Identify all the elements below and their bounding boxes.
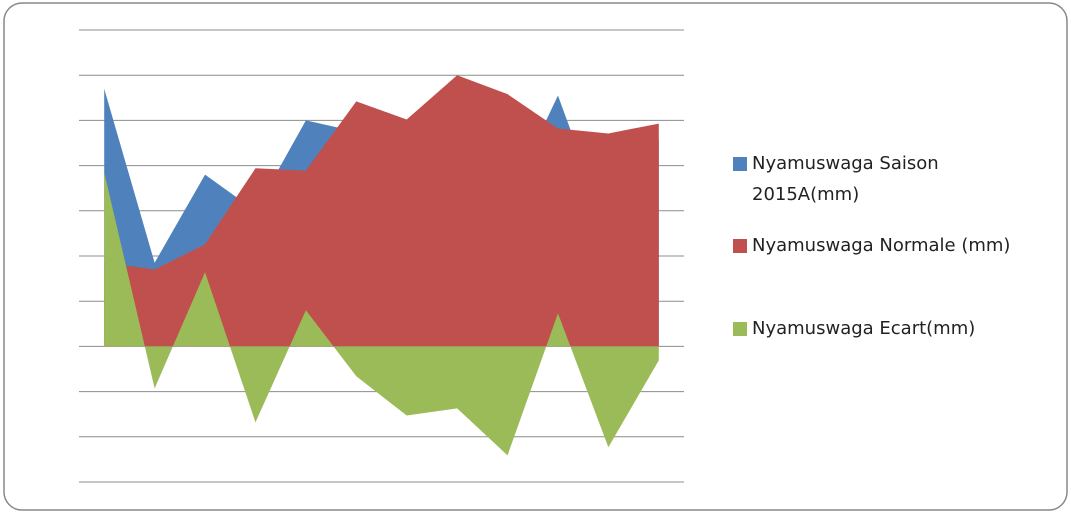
area: [104, 172, 659, 456]
legend-item: Nyamuswaga Normale (mm): [733, 230, 1043, 261]
legend-swatch: [733, 157, 747, 171]
legend-label: Nyamuswaga Saison 2015A(mm): [752, 153, 939, 205]
area: [104, 75, 659, 347]
legend-item: Nyamuswaga Ecart(mm): [733, 313, 1043, 344]
legend-swatch: [733, 322, 747, 336]
legend-label: Nyamuswaga Normale (mm): [752, 235, 1011, 256]
legend-swatch: [733, 239, 747, 253]
legend-item: Nyamuswaga Saison 2015A(mm): [733, 148, 1043, 210]
legend-label: Nyamuswaga Ecart(mm): [752, 318, 976, 339]
